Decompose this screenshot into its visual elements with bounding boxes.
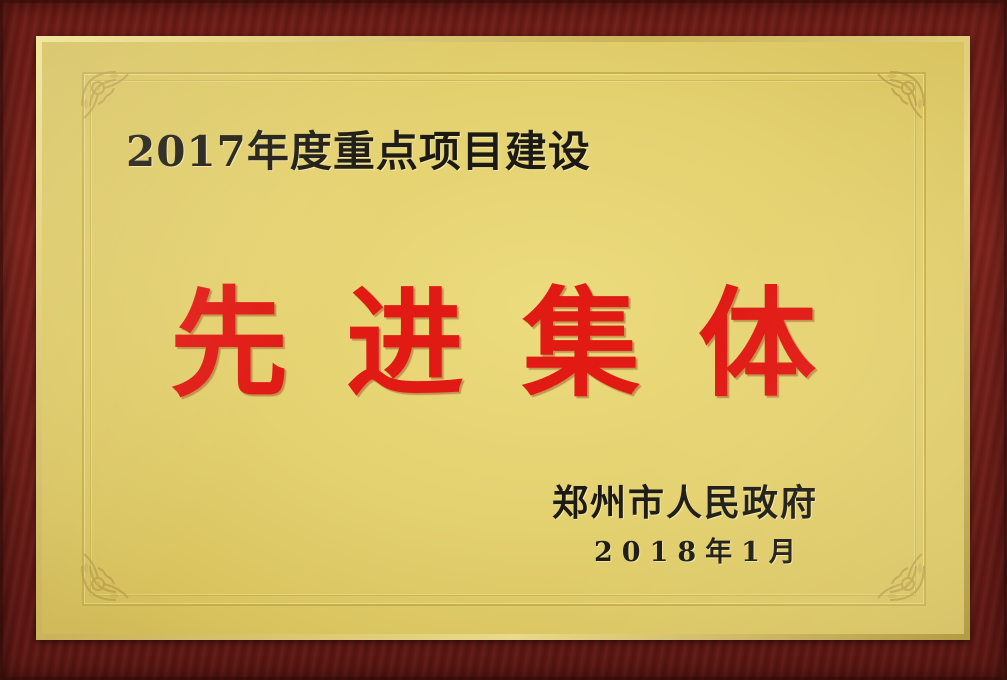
floral-corner-icon xyxy=(76,66,160,150)
award-subtitle: 2017年度重点项目建设 xyxy=(126,127,591,176)
gold-plate xyxy=(42,42,964,634)
decorative-border-inner xyxy=(90,80,916,596)
award-date: 2018年1月 xyxy=(594,537,805,568)
floral-corner-icon xyxy=(846,66,930,150)
issuing-authority: 郑州市人民政府 xyxy=(552,482,819,524)
floral-corner-icon xyxy=(846,522,930,606)
decorative-border xyxy=(82,72,926,606)
floral-corner-icon xyxy=(76,522,160,606)
award-title: 先进集体 xyxy=(170,274,875,413)
